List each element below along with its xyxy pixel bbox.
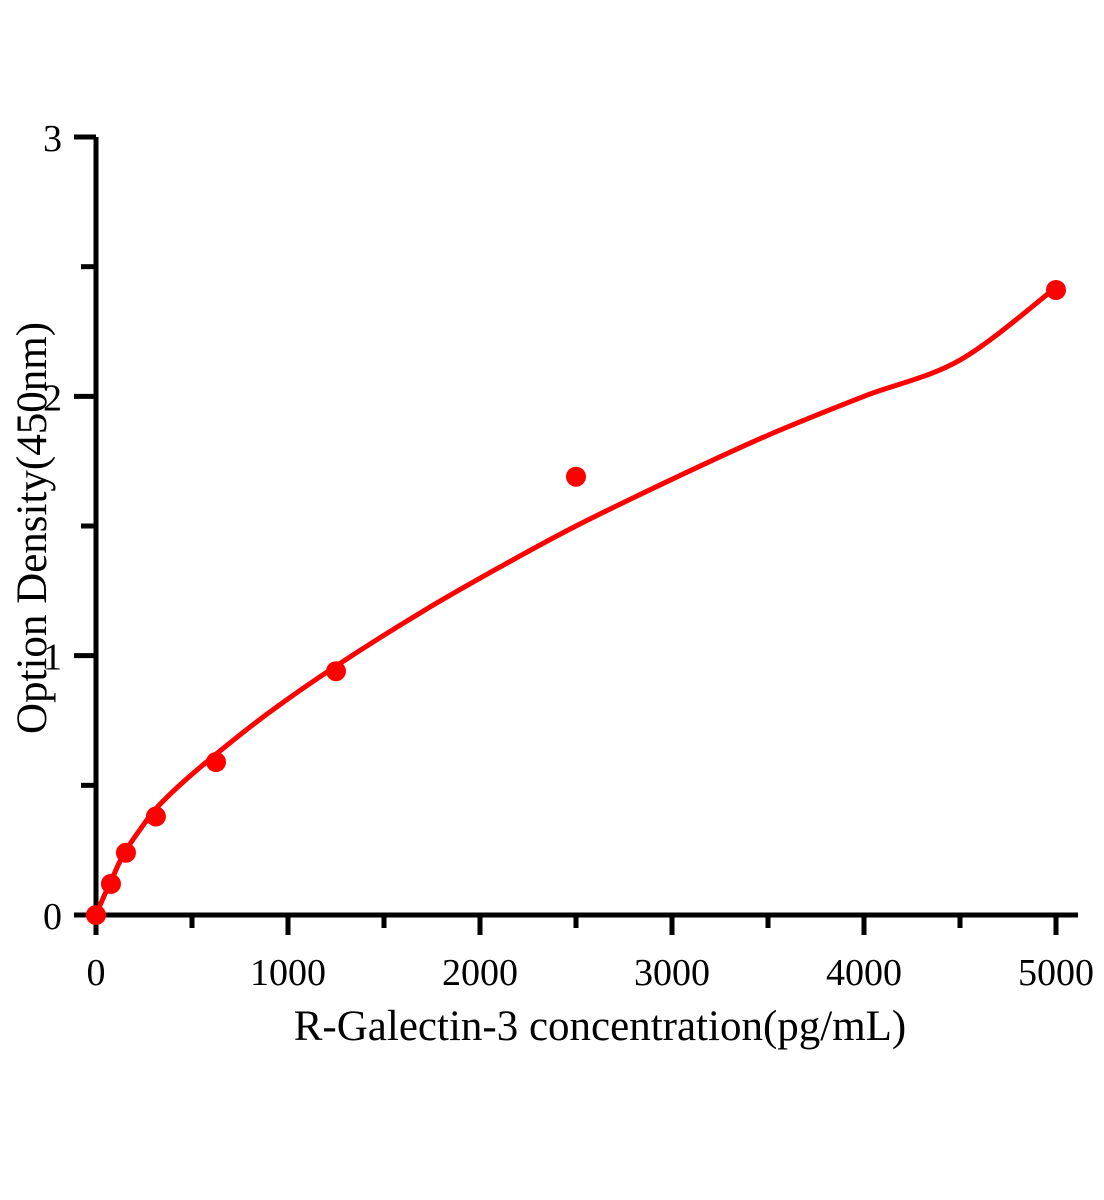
y-tick-label: 3 [43,118,62,160]
data-point [566,466,586,487]
x-tick-label: 2000 [442,952,518,994]
tick-layer [74,134,1059,935]
y-tick-label: 0 [43,896,62,938]
tick-label-layer: 0 1000 2000 3000 4000 5000 0 1 2 3 [43,118,1094,994]
data-point-layer [86,280,1066,925]
fit-curve [93,284,1059,918]
data-point [145,806,166,827]
x-axis-title: R-Galectin-3 concentration(pg/mL) [294,1003,907,1050]
data-point [115,842,136,863]
y-tick-label: 1 [43,637,62,679]
axis-layer [93,137,1078,918]
x-tick-label: 4000 [826,952,902,994]
x-tick-label: 1000 [250,952,326,994]
data-point [326,661,346,682]
y-tick-label: 2 [43,377,62,419]
x-tick-label: 3000 [634,952,710,994]
x-tick-label: 0 [87,952,106,994]
data-point [100,873,121,894]
y-axis-title: Option Density(450nm) [9,322,56,734]
data-point [86,905,106,925]
fit-curve-layer [93,284,1059,918]
x-tick-label: 5000 [1018,952,1094,994]
data-point [206,751,226,772]
data-point [1046,280,1066,301]
